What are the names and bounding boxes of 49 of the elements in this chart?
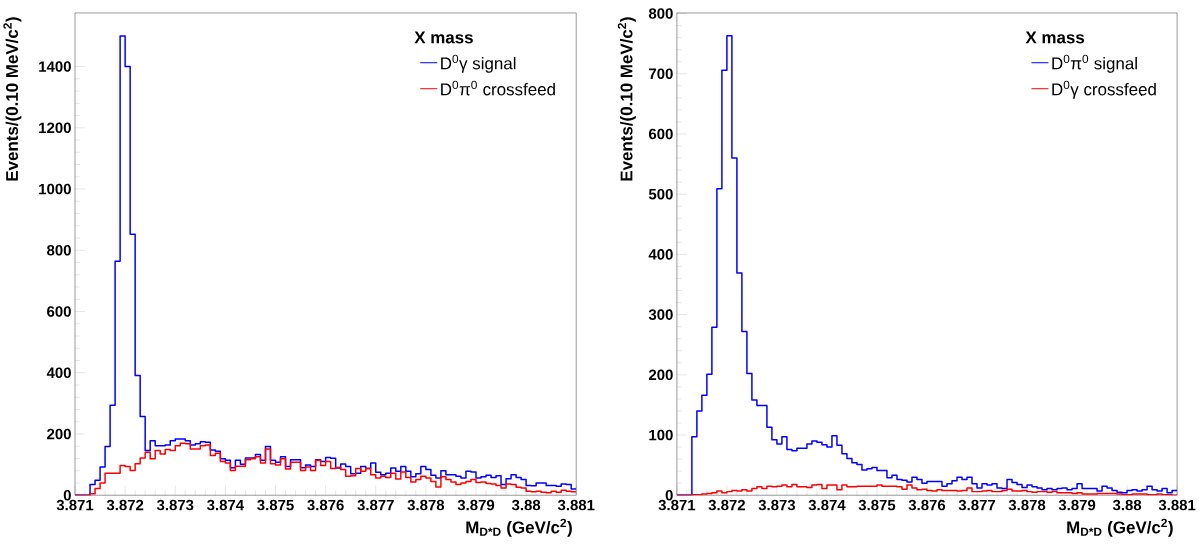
y-axis-title: Events/(0.10 MeV/c$^{2}$): [617, 17, 636, 181]
y-tick-label: 500: [648, 188, 673, 200]
x-tick-label: 3.878: [407, 499, 445, 511]
y-tick-label: 400: [46, 367, 71, 379]
x-tick-label: 3.871: [658, 499, 696, 511]
y-tick-label: 0: [665, 489, 673, 501]
legend-title: X mass: [414, 31, 473, 44]
x-tick-label: 3.871: [56, 499, 94, 511]
x-tick-label: 3.873: [156, 499, 194, 511]
x-axis-title: M$_{D*D}$ (GeV/c$^{2}$): [466, 518, 572, 537]
x-tick-label: 3.875: [858, 499, 896, 511]
y-axis-title: Events/(0.10 MeV/c$^{2}$): [3, 17, 22, 181]
y-tick-label: 600: [648, 128, 673, 140]
x-tick-label: 3.873: [758, 499, 796, 511]
y-tick-label: 300: [648, 309, 673, 320]
x-tick-label: 3.874: [207, 499, 244, 511]
y-tick-label: 700: [649, 68, 673, 80]
x-tick-label: 3.876: [908, 499, 946, 511]
x-tick-label: 3.875: [257, 499, 294, 511]
y-tick-label: 200: [648, 369, 673, 381]
x-tick-label: 3.872: [708, 499, 745, 511]
y-tick-label: 800: [648, 8, 673, 19]
x-tick-label: 3.881: [557, 499, 595, 511]
y-tick-label: 1200: [39, 122, 71, 134]
y-tick-label: 800: [47, 244, 71, 256]
x-axis-title: M$_{D*D}$ (GeV/c$^{2}$): [1067, 518, 1173, 537]
x-tick-label: 3.876: [307, 499, 344, 511]
legend-label: D$^{0}$γ crossfeed: [1052, 80, 1156, 99]
x-tick-label: 3.872: [106, 499, 144, 511]
x-tick-label: 3.879: [457, 499, 495, 511]
legend-label: D$^{0}$γ signal: [441, 54, 516, 73]
y-tick-label: 1000: [39, 183, 71, 195]
legend-label: D$^{0}$π$^{0}$ signal: [1052, 54, 1137, 73]
y-tick-label: 1400: [39, 61, 71, 72]
x-tick-label: 3.879: [1058, 499, 1096, 511]
x-tick-label: 3.88: [511, 499, 541, 511]
y-tick-label: 200: [47, 428, 71, 440]
y-tick-label: 100: [649, 429, 673, 441]
legend-label: D$^{0}$π$^{0}$ crossfeed: [441, 80, 555, 96]
x-tick-label: 3.88: [1112, 499, 1142, 511]
y-tick-label: 600: [47, 306, 71, 317]
legend-title: X mass: [1025, 31, 1085, 44]
x-tick-label: 3.878: [1008, 499, 1046, 511]
x-tick-label: 3.877: [357, 499, 394, 511]
y-tick-label: 400: [648, 249, 673, 260]
y-tick-label: 0: [63, 489, 71, 501]
x-tick-label: 3.881: [1158, 499, 1196, 511]
x-tick-label: 3.877: [958, 499, 996, 511]
x-tick-label: 3.874: [808, 499, 846, 511]
